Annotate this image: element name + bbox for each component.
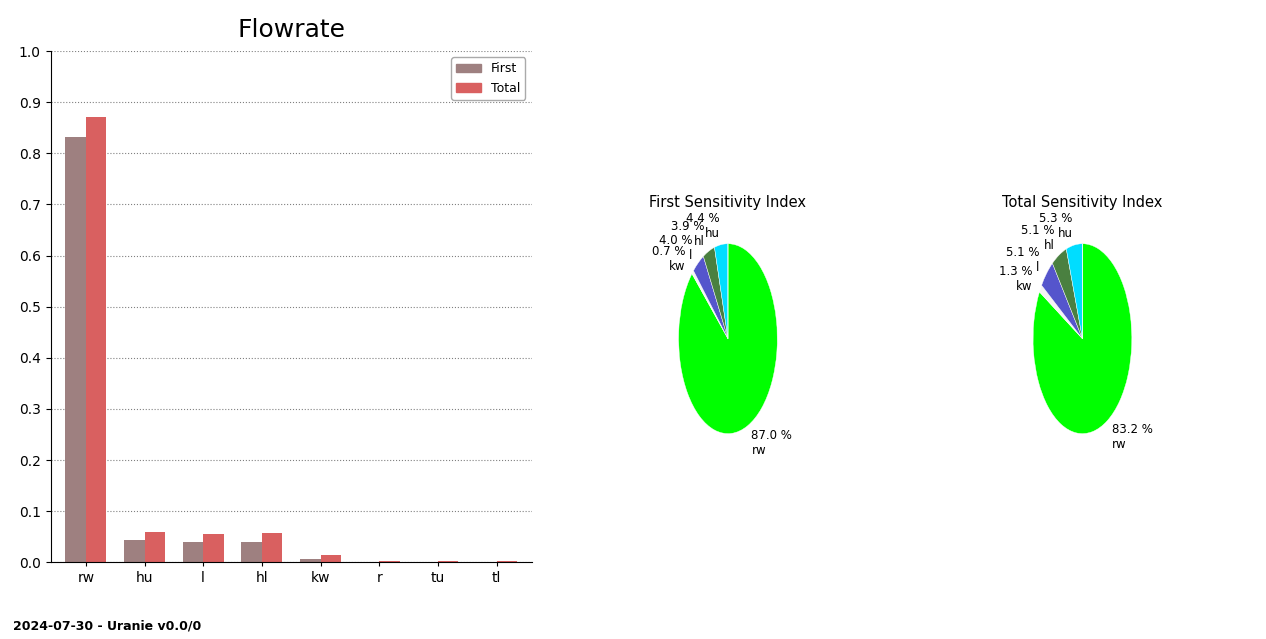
Bar	[320, 555, 341, 562]
Text: 0.7 %
kw: 0.7 % kw	[652, 245, 686, 273]
Bar	[66, 137, 86, 562]
Wedge shape	[679, 243, 777, 434]
Text: 2024-07-30 - Uranie v0.0/0: 2024-07-30 - Uranie v0.0/0	[13, 620, 201, 633]
Title: First Sensitivity Index: First Sensitivity Index	[649, 195, 806, 210]
Legend: First, Total: First, Total	[451, 58, 525, 100]
Wedge shape	[704, 247, 728, 339]
Wedge shape	[1039, 285, 1082, 339]
Text: 1.3 %
kw: 1.3 % kw	[999, 265, 1032, 293]
Title: Total Sensitivity Index: Total Sensitivity Index	[1003, 195, 1162, 210]
Wedge shape	[714, 243, 728, 339]
Wedge shape	[1033, 243, 1132, 434]
Bar	[86, 116, 106, 562]
Text: 5.1 %
hl: 5.1 % hl	[1020, 224, 1055, 252]
Title: Flowrate: Flowrate	[237, 19, 346, 42]
Text: 87.0 %
rw: 87.0 % rw	[752, 429, 793, 458]
Bar	[380, 561, 400, 562]
Text: 5.3 %
hu: 5.3 % hu	[1039, 212, 1072, 240]
Wedge shape	[1066, 243, 1082, 339]
Wedge shape	[693, 271, 728, 339]
Bar	[262, 533, 282, 562]
Bar	[124, 540, 144, 562]
Text: 4.4 %
hu: 4.4 % hu	[686, 212, 720, 240]
Bar	[242, 543, 262, 562]
Bar	[300, 558, 320, 562]
Text: 4.0 %
l: 4.0 % l	[658, 234, 693, 262]
Text: 5.1 %
l: 5.1 % l	[1006, 247, 1039, 274]
Wedge shape	[1052, 249, 1082, 339]
Wedge shape	[694, 256, 728, 339]
Bar	[438, 561, 458, 562]
Bar	[144, 532, 165, 562]
Text: 3.9 %
hl: 3.9 % hl	[671, 220, 705, 248]
Bar	[496, 561, 517, 562]
Bar	[182, 542, 203, 562]
Bar	[203, 534, 224, 562]
Wedge shape	[1042, 263, 1082, 339]
Text: 83.2 %
rw: 83.2 % rw	[1113, 423, 1153, 451]
